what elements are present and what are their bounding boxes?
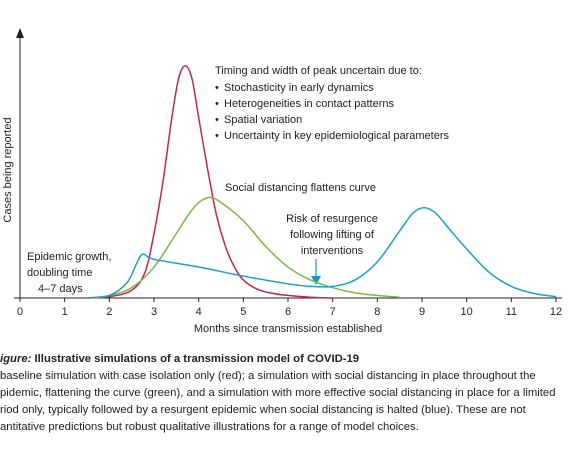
bullet: • xyxy=(215,114,219,126)
arrow-head xyxy=(311,276,321,285)
caption: igure: Illustrative simulations of a tra… xyxy=(0,353,556,433)
line-series xyxy=(86,206,557,299)
caption-line: antitative predictions but robust qualit… xyxy=(0,421,419,433)
y-axis-label: Cases being reported xyxy=(2,117,14,222)
x-tick-label: 4 xyxy=(196,306,202,318)
x-tick-label: 8 xyxy=(374,306,380,318)
x-tick-label: 0 xyxy=(17,306,23,318)
annotation-text: Uncertainty in key epidemiological param… xyxy=(224,130,449,142)
x-axis-label: Months since transmission established xyxy=(194,323,382,335)
annotation-text: 4–7 days xyxy=(38,283,83,295)
annotation-text: Timing and width of peak uncertain due t… xyxy=(215,65,422,77)
x-tick-label: 11 xyxy=(506,306,517,318)
annotation-text: following lifting of xyxy=(290,229,375,241)
caption-label: igure: xyxy=(0,353,32,365)
annotation-text: Risk of resurgence xyxy=(286,213,378,225)
x-tick-label: 7 xyxy=(330,306,336,318)
bullet: • xyxy=(215,98,219,110)
bullet: • xyxy=(215,82,219,94)
x-tick-label: 2 xyxy=(106,306,112,318)
annotation-growth: Epidemic growth, doubling time 4–7 days xyxy=(27,251,111,295)
x-tick-label: 6 xyxy=(285,306,291,318)
x-tick-label: 12 xyxy=(550,306,562,318)
annotation-text: doubling time xyxy=(27,267,92,279)
caption-title-text: Illustrative simulations of a transmissi… xyxy=(35,353,360,365)
annotation-resurgence: Risk of resurgence following lifting of … xyxy=(286,213,378,285)
x-tick-label: 1 xyxy=(62,306,68,318)
annotation-text: Heterogeneities in contact patterns xyxy=(224,98,394,110)
caption-title: igure: Illustrative simulations of a tra… xyxy=(0,353,359,365)
x-tick-label: 10 xyxy=(461,306,473,318)
annotation-text: interventions xyxy=(301,245,364,257)
x-tick-label: 3 xyxy=(151,306,157,318)
x-tick-label: 9 xyxy=(419,306,425,318)
caption-line: baseline simulation with case isolation … xyxy=(0,370,536,382)
annotation-text: Social distancing flattens curve xyxy=(225,182,376,194)
line-series xyxy=(86,65,333,299)
x-tick-label: 5 xyxy=(240,306,246,318)
annotation-text: Epidemic growth, xyxy=(27,251,111,263)
line-series xyxy=(86,196,400,299)
annotation-text: Spatial variation xyxy=(224,114,302,126)
bullet: • xyxy=(215,130,219,142)
caption-line: pidemic, flattening the curve (green), a… xyxy=(0,387,556,399)
annotation-peak: Timing and width of peak uncertain due t… xyxy=(215,65,449,142)
caption-line: riod only, typically followed by a resur… xyxy=(0,404,527,416)
y-axis-arrow xyxy=(16,28,24,38)
annotation-text: Stochasticity in early dynamics xyxy=(224,82,374,94)
